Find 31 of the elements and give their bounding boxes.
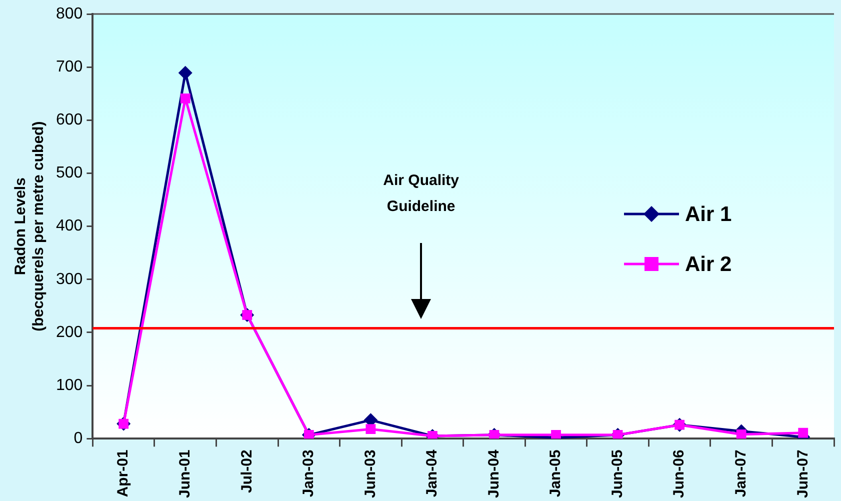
y-tick-label: 500 (56, 164, 83, 182)
x-tick-label: Jun-06 (670, 450, 688, 498)
x-tick-label: Jan-07 (732, 450, 750, 498)
y-tick-label: 400 (56, 218, 83, 235)
x-tick-label: Jan-05 (547, 450, 564, 498)
x-tick-label: Apr-01 (114, 450, 132, 498)
legend-label: Air 1 (685, 202, 732, 226)
y-axis-title: Radon Levels (becquerels per metre cubed) (12, 121, 48, 332)
legend-label: Air 2 (685, 252, 732, 276)
point (366, 424, 376, 434)
point (798, 428, 808, 438)
x-tick-label: Jul-02 (238, 450, 256, 494)
point (178, 66, 192, 80)
y-tick-label: 0 (74, 430, 83, 448)
y-tick-label: 300 (56, 270, 83, 288)
y-tick-label: 100 (56, 376, 83, 394)
x-tick-label: Jun-01 (176, 450, 194, 498)
point (180, 93, 190, 104)
annotation: Air Quality Guideline (383, 171, 460, 218)
point (736, 429, 746, 439)
point (428, 431, 438, 439)
y-tick-label: 800 (56, 5, 83, 22)
x-tick-label: Jan-04 (424, 449, 441, 498)
x-tick-label: Jun-03 (362, 450, 379, 498)
x-tick-label: Jun-07 (794, 450, 812, 498)
y-tick-label: 200 (56, 324, 83, 341)
y-tick-label: 700 (56, 58, 83, 76)
x-tick-label: Jun-04 (485, 449, 502, 498)
x-tick-label: Jan-03 (300, 450, 318, 498)
x-tick-label: Jun-05 (608, 450, 626, 498)
y-tick-label: 600 (56, 112, 83, 129)
